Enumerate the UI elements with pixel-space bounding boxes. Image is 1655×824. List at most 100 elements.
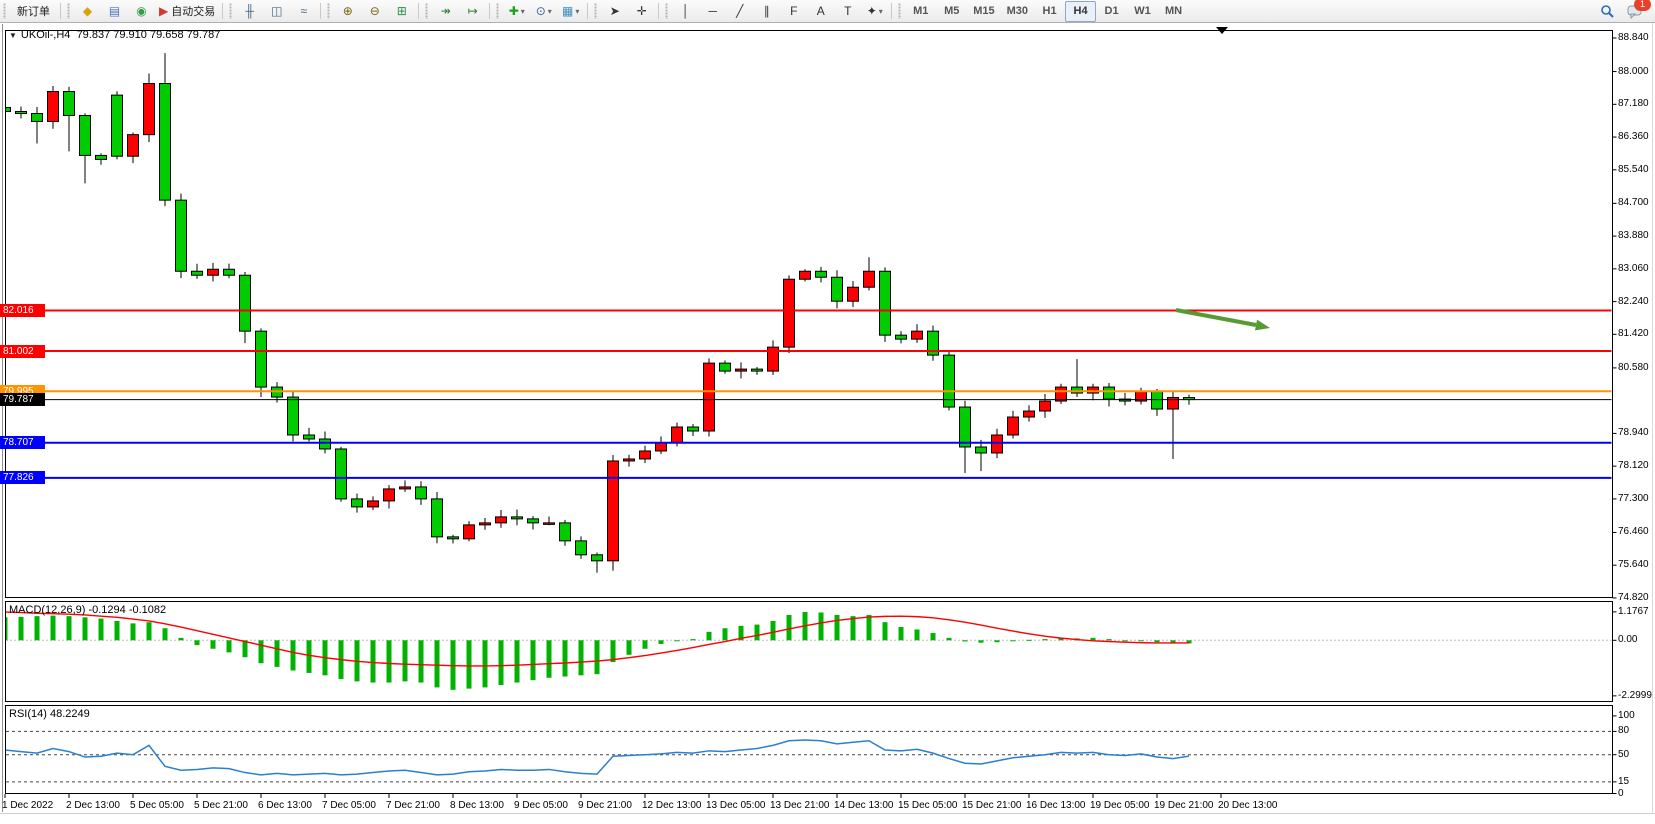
chart-shift-button[interactable]: ↦: [459, 1, 486, 22]
timeframe-m1-button[interactable]: M1: [913, 5, 929, 17]
timeframe-m30-button[interactable]: M30: [1006, 5, 1029, 17]
zoom-in-button[interactable]: ⊕: [334, 1, 361, 22]
toolbar-grip: [898, 3, 902, 19]
time-axis-label: 12 Dec 13:00: [642, 800, 702, 811]
autotrade-button[interactable]: ▶ 自动交易: [155, 1, 219, 22]
price-tag: 82.016: [0, 304, 45, 318]
text-button[interactable]: A: [807, 1, 834, 22]
macd-axis-label: 0.00: [1618, 634, 1638, 646]
line-chart-type-icon: ≈: [300, 4, 308, 18]
text-label-icon: T: [844, 4, 852, 18]
price-axis-label: 88.000: [1618, 65, 1649, 77]
autotrade-icon: ▶: [159, 4, 169, 18]
candlestick-type-button[interactable]: ◫: [263, 1, 290, 22]
zoom-out-button[interactable]: ⊖: [361, 1, 388, 22]
periods-button[interactable]: ⊙ ▾: [530, 1, 557, 22]
symbol-period-label: UKOil-,H4: [20, 29, 71, 41]
chart-canvas[interactable]: [0, 23, 1655, 824]
macd-axis-label: 1.1767: [1618, 605, 1649, 617]
price-axis-label: 88.840: [1618, 32, 1649, 43]
time-axis-label: 7 Dec 05:00: [322, 800, 376, 811]
price-tag: 78.707: [0, 436, 45, 450]
toolbar-grip: [665, 3, 669, 19]
chat-button[interactable]: 1: [1625, 0, 1651, 21]
shift-marker-icon: [1216, 27, 1228, 34]
price-axis-label: 80.580: [1618, 361, 1649, 373]
arrows-button[interactable]: ✦ ▾: [861, 1, 888, 22]
chart-window[interactable]: ▼ UKOil-,H4 79.837 79.910 79.658 79.787 M…: [0, 23, 1655, 824]
price-axis-label: 84.700: [1618, 197, 1649, 209]
market-watch-icon-button[interactable]: ◆: [74, 1, 101, 22]
chart-title: ▼ UKOil-,H4 79.837 79.910 79.658 79.787: [9, 29, 220, 41]
horizontal-line-icon: ─: [708, 4, 717, 18]
timeframe-h4-button[interactable]: H4: [1065, 0, 1097, 22]
price-tag: 79.787: [0, 393, 45, 407]
signals-icon-icon: ◉: [136, 4, 147, 18]
indicators-button[interactable]: ✚ ▾: [503, 1, 530, 22]
time-axis-label: 8 Dec 13:00: [450, 800, 504, 811]
timeframe-h1-button[interactable]: H1: [1042, 5, 1057, 17]
search-icon: [1600, 4, 1614, 18]
templates-button[interactable]: ▦ ▾: [557, 1, 584, 22]
time-axis-label: 20 Dec 13:00: [1218, 800, 1278, 811]
time-axis-label: 6 Dec 13:00: [258, 800, 312, 811]
timeframe-w1-button[interactable]: W1: [1134, 5, 1151, 17]
timeframe-m15-button[interactable]: M15: [973, 5, 995, 17]
rsi-axis-label: 80: [1618, 725, 1630, 737]
price-panel: [6, 53, 1612, 573]
timeframe-mn-button[interactable]: MN: [1164, 5, 1183, 17]
crosshair-icon: ✛: [636, 4, 647, 18]
horizontal-line-button[interactable]: ─: [699, 1, 726, 22]
auto-scroll-icon: ↠: [440, 4, 451, 18]
rsi-axis-label: 0: [1618, 787, 1624, 799]
symbol-menu-icon[interactable]: ▼: [9, 31, 17, 40]
toolbar-grip: [425, 3, 429, 19]
time-axis-label: 19 Dec 05:00: [1090, 800, 1150, 811]
periods-icon: ⊙: [535, 4, 546, 18]
price-axis-label: 85.540: [1618, 163, 1649, 175]
chevron-down-icon: ▾: [520, 6, 525, 16]
rsi-label: RSI(14) 48.2249: [9, 708, 90, 720]
price-axis-label: 78.940: [1618, 427, 1649, 439]
templates-icon: ▦: [562, 4, 574, 18]
trend-arrow: [1175, 308, 1257, 327]
signals-icon-button[interactable]: ◉: [128, 1, 155, 22]
time-axis-label: 15 Dec 05:00: [898, 800, 958, 811]
new-order-button[interactable]: 新订单: [17, 6, 50, 18]
cursor-button[interactable]: ➤: [601, 1, 628, 22]
time-axis-label: 13 Dec 05:00: [706, 800, 766, 811]
toolbar-grip: [594, 3, 598, 19]
time-axis-label: 16 Dec 13:00: [1026, 800, 1086, 811]
rsi-panel: [6, 730, 1612, 783]
notification-badge: 1: [1634, 0, 1651, 11]
price-axis-label: 78.120: [1618, 460, 1649, 472]
trendline-icon: ╱: [736, 4, 744, 18]
chart-shift-icon: ↦: [467, 4, 478, 18]
toolbar-grip: [327, 3, 331, 19]
vertical-line-icon: │: [681, 4, 690, 18]
fibonacci-button[interactable]: F: [780, 1, 807, 22]
text-label-button[interactable]: T: [834, 1, 861, 22]
fibonacci-icon: F: [790, 4, 798, 18]
crosshair-button[interactable]: ✛: [628, 1, 655, 22]
toolbar-grip: [496, 3, 500, 19]
price-axis-label: 76.460: [1618, 526, 1649, 538]
bar-chart-type-button[interactable]: ╫: [236, 1, 263, 22]
toolbar-grip: [229, 3, 233, 19]
tile-windows-button[interactable]: ⊞: [388, 1, 415, 22]
time-axis-label: 5 Dec 05:00: [130, 800, 184, 811]
zoom-in-icon: ⊕: [342, 4, 353, 18]
toolbar: 新订单 ◆ ▤ ◉ ▶ 自动交易 ╫ ◫ ≈ ⊕ ⊖ ⊞ ↠ ↦ ✚ ▾ ⊙ ▾ ▦ ▾ ➤ ✛ │ ─ ╱ ∥ F A T ✦ ▾ M1 M5…: [0, 0, 1655, 23]
price-tag: 77.826: [0, 471, 45, 485]
timeframe-d1-button[interactable]: D1: [1104, 5, 1119, 17]
macd-panel: [6, 611, 1612, 690]
trendline-button[interactable]: ╱: [726, 1, 753, 22]
line-chart-type-button[interactable]: ≈: [290, 1, 317, 22]
navigator-icon-button[interactable]: ▤: [101, 1, 128, 22]
price-axis-label: 74.820: [1618, 591, 1649, 603]
timeframe-m5-button[interactable]: M5: [944, 5, 960, 17]
auto-scroll-button[interactable]: ↠: [432, 1, 459, 22]
vertical-line-button[interactable]: │: [672, 1, 699, 22]
search-button[interactable]: [1597, 1, 1617, 21]
equidistant-channel-button[interactable]: ∥: [753, 1, 780, 22]
